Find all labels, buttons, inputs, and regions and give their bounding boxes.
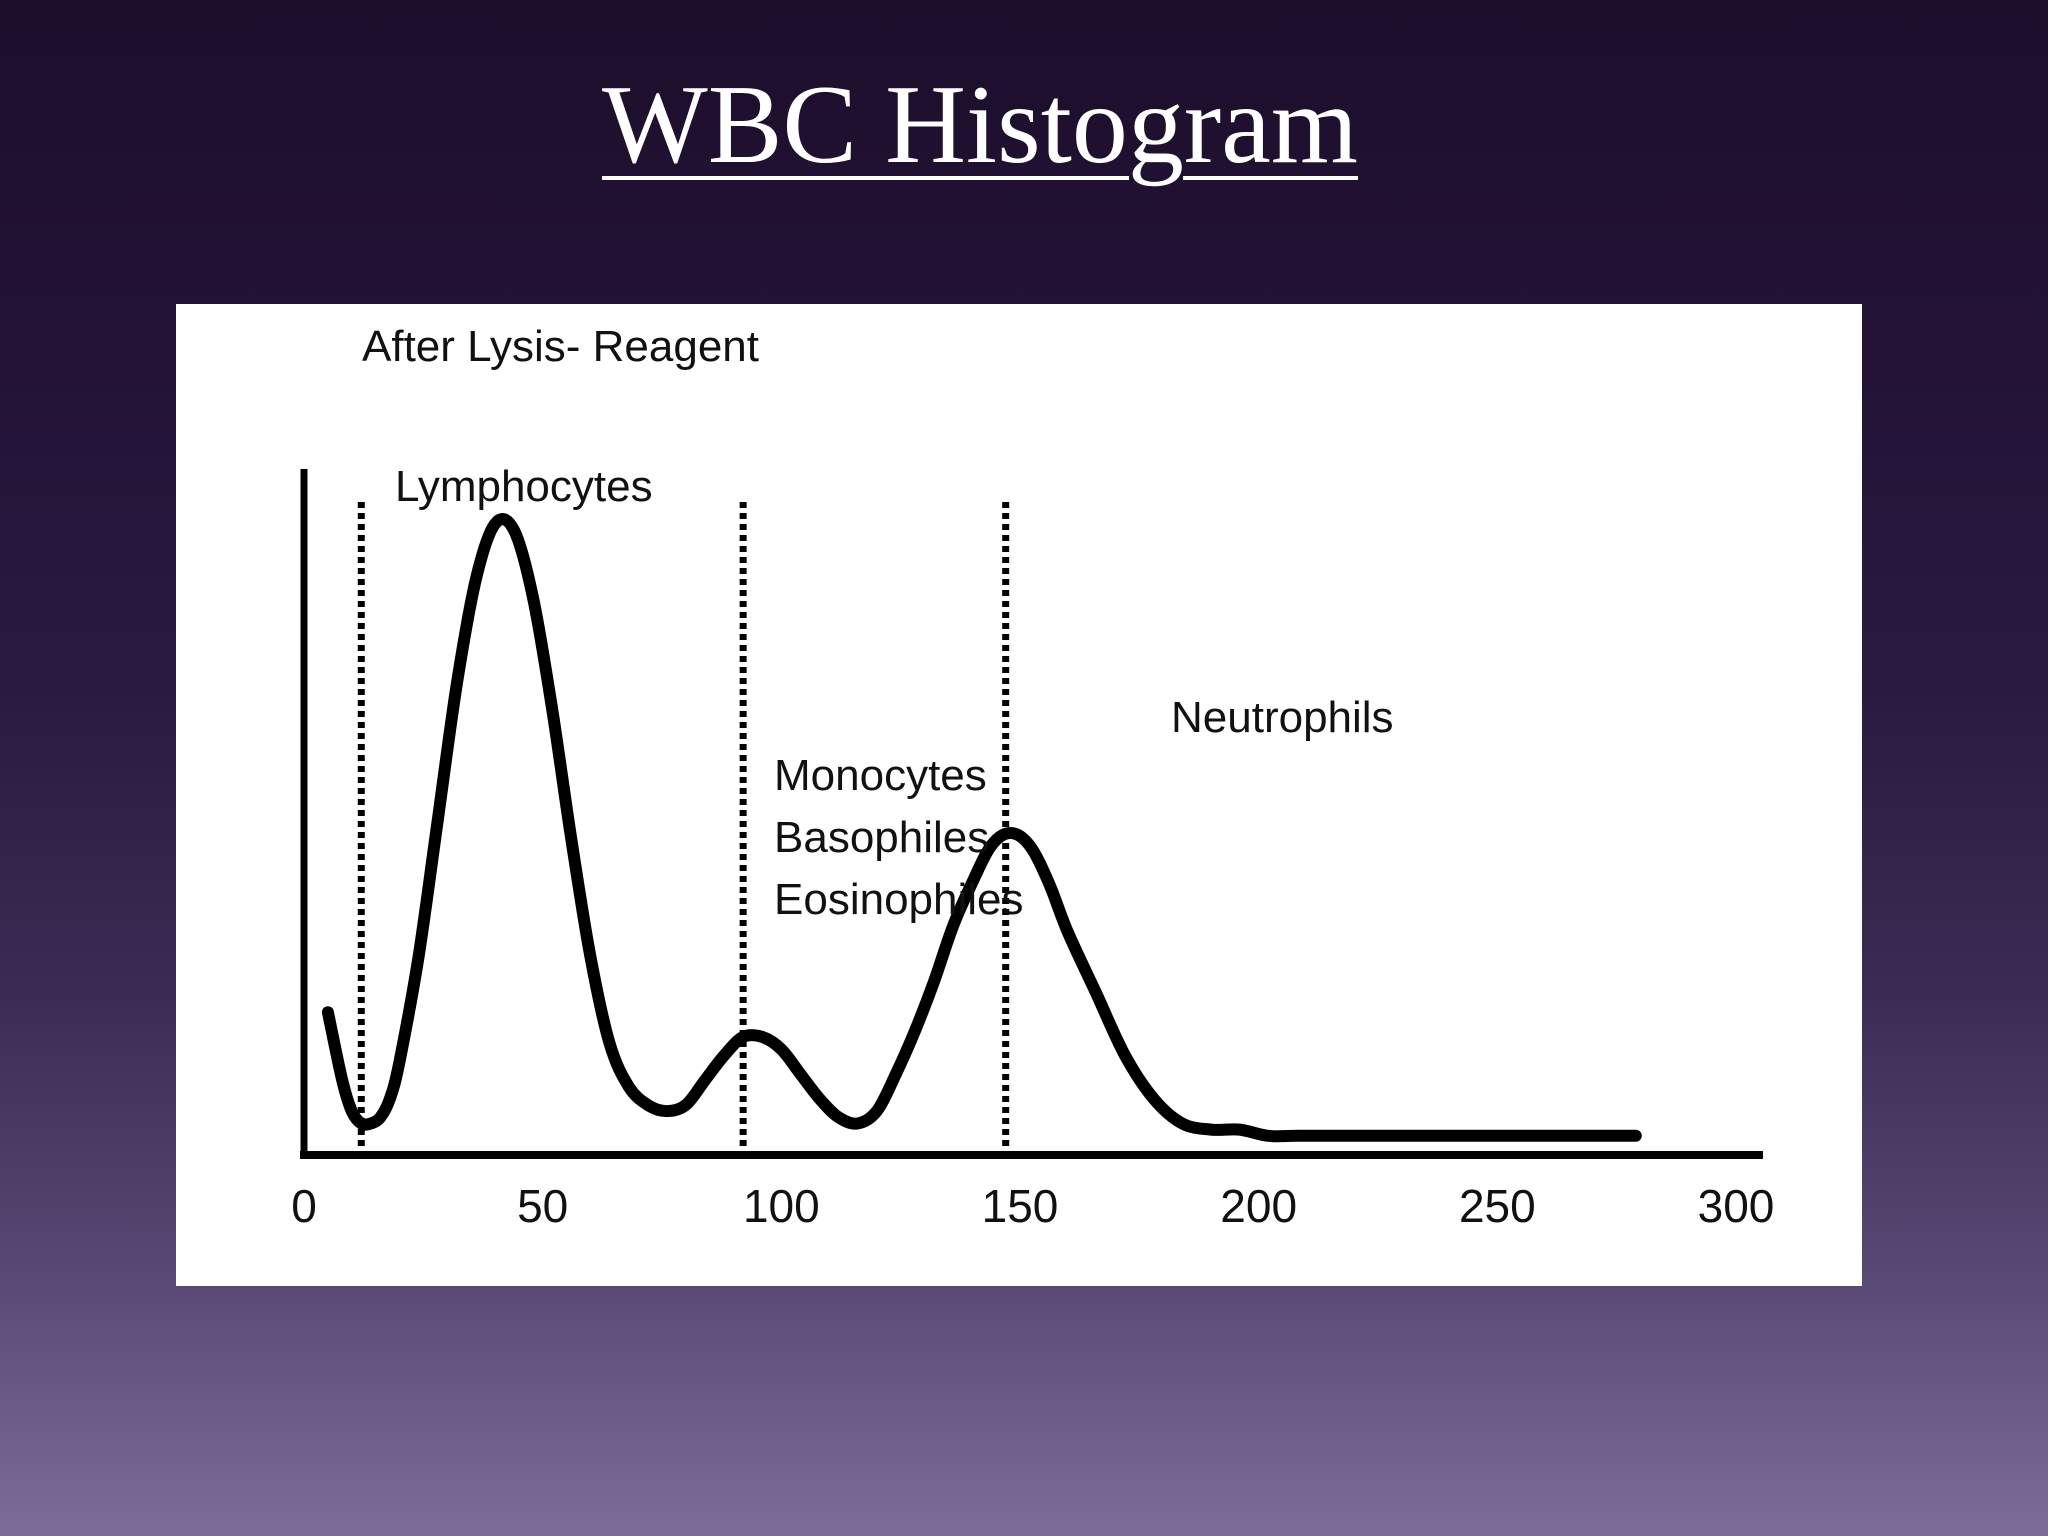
histogram-chart: After Lysis- Reagent 0 50 100 150 200 250 300 … [291,322,1775,1232]
x-tick-label: 50 [517,1180,568,1232]
chart-panel: After Lysis- Reagent 0 50 100 150 200 250 300 … [176,304,1862,1286]
x-tick-label: 250 [1459,1180,1536,1232]
region-label-monocytes: Monocytes [774,751,987,800]
chart-subtitle: After Lysis- Reagent [362,322,759,371]
x-tick-label: 200 [1220,1180,1297,1232]
x-tick-label: 300 [1698,1180,1775,1232]
x-tick-label: 100 [743,1180,820,1232]
x-tick-label: 0 [291,1180,317,1232]
region-label-eosinophiles: Eosinophiles [774,875,1024,924]
region-label-neutrophils: Neutrophils [1171,693,1394,742]
histogram-curve-line [321,513,1642,1143]
x-tick-label: 150 [982,1180,1059,1232]
region-label-lymphocytes: Lymphocytes [395,462,653,511]
slide-title: WBC Histogram [602,63,1358,187]
region-label-basophiles: Basophiles [774,813,989,862]
